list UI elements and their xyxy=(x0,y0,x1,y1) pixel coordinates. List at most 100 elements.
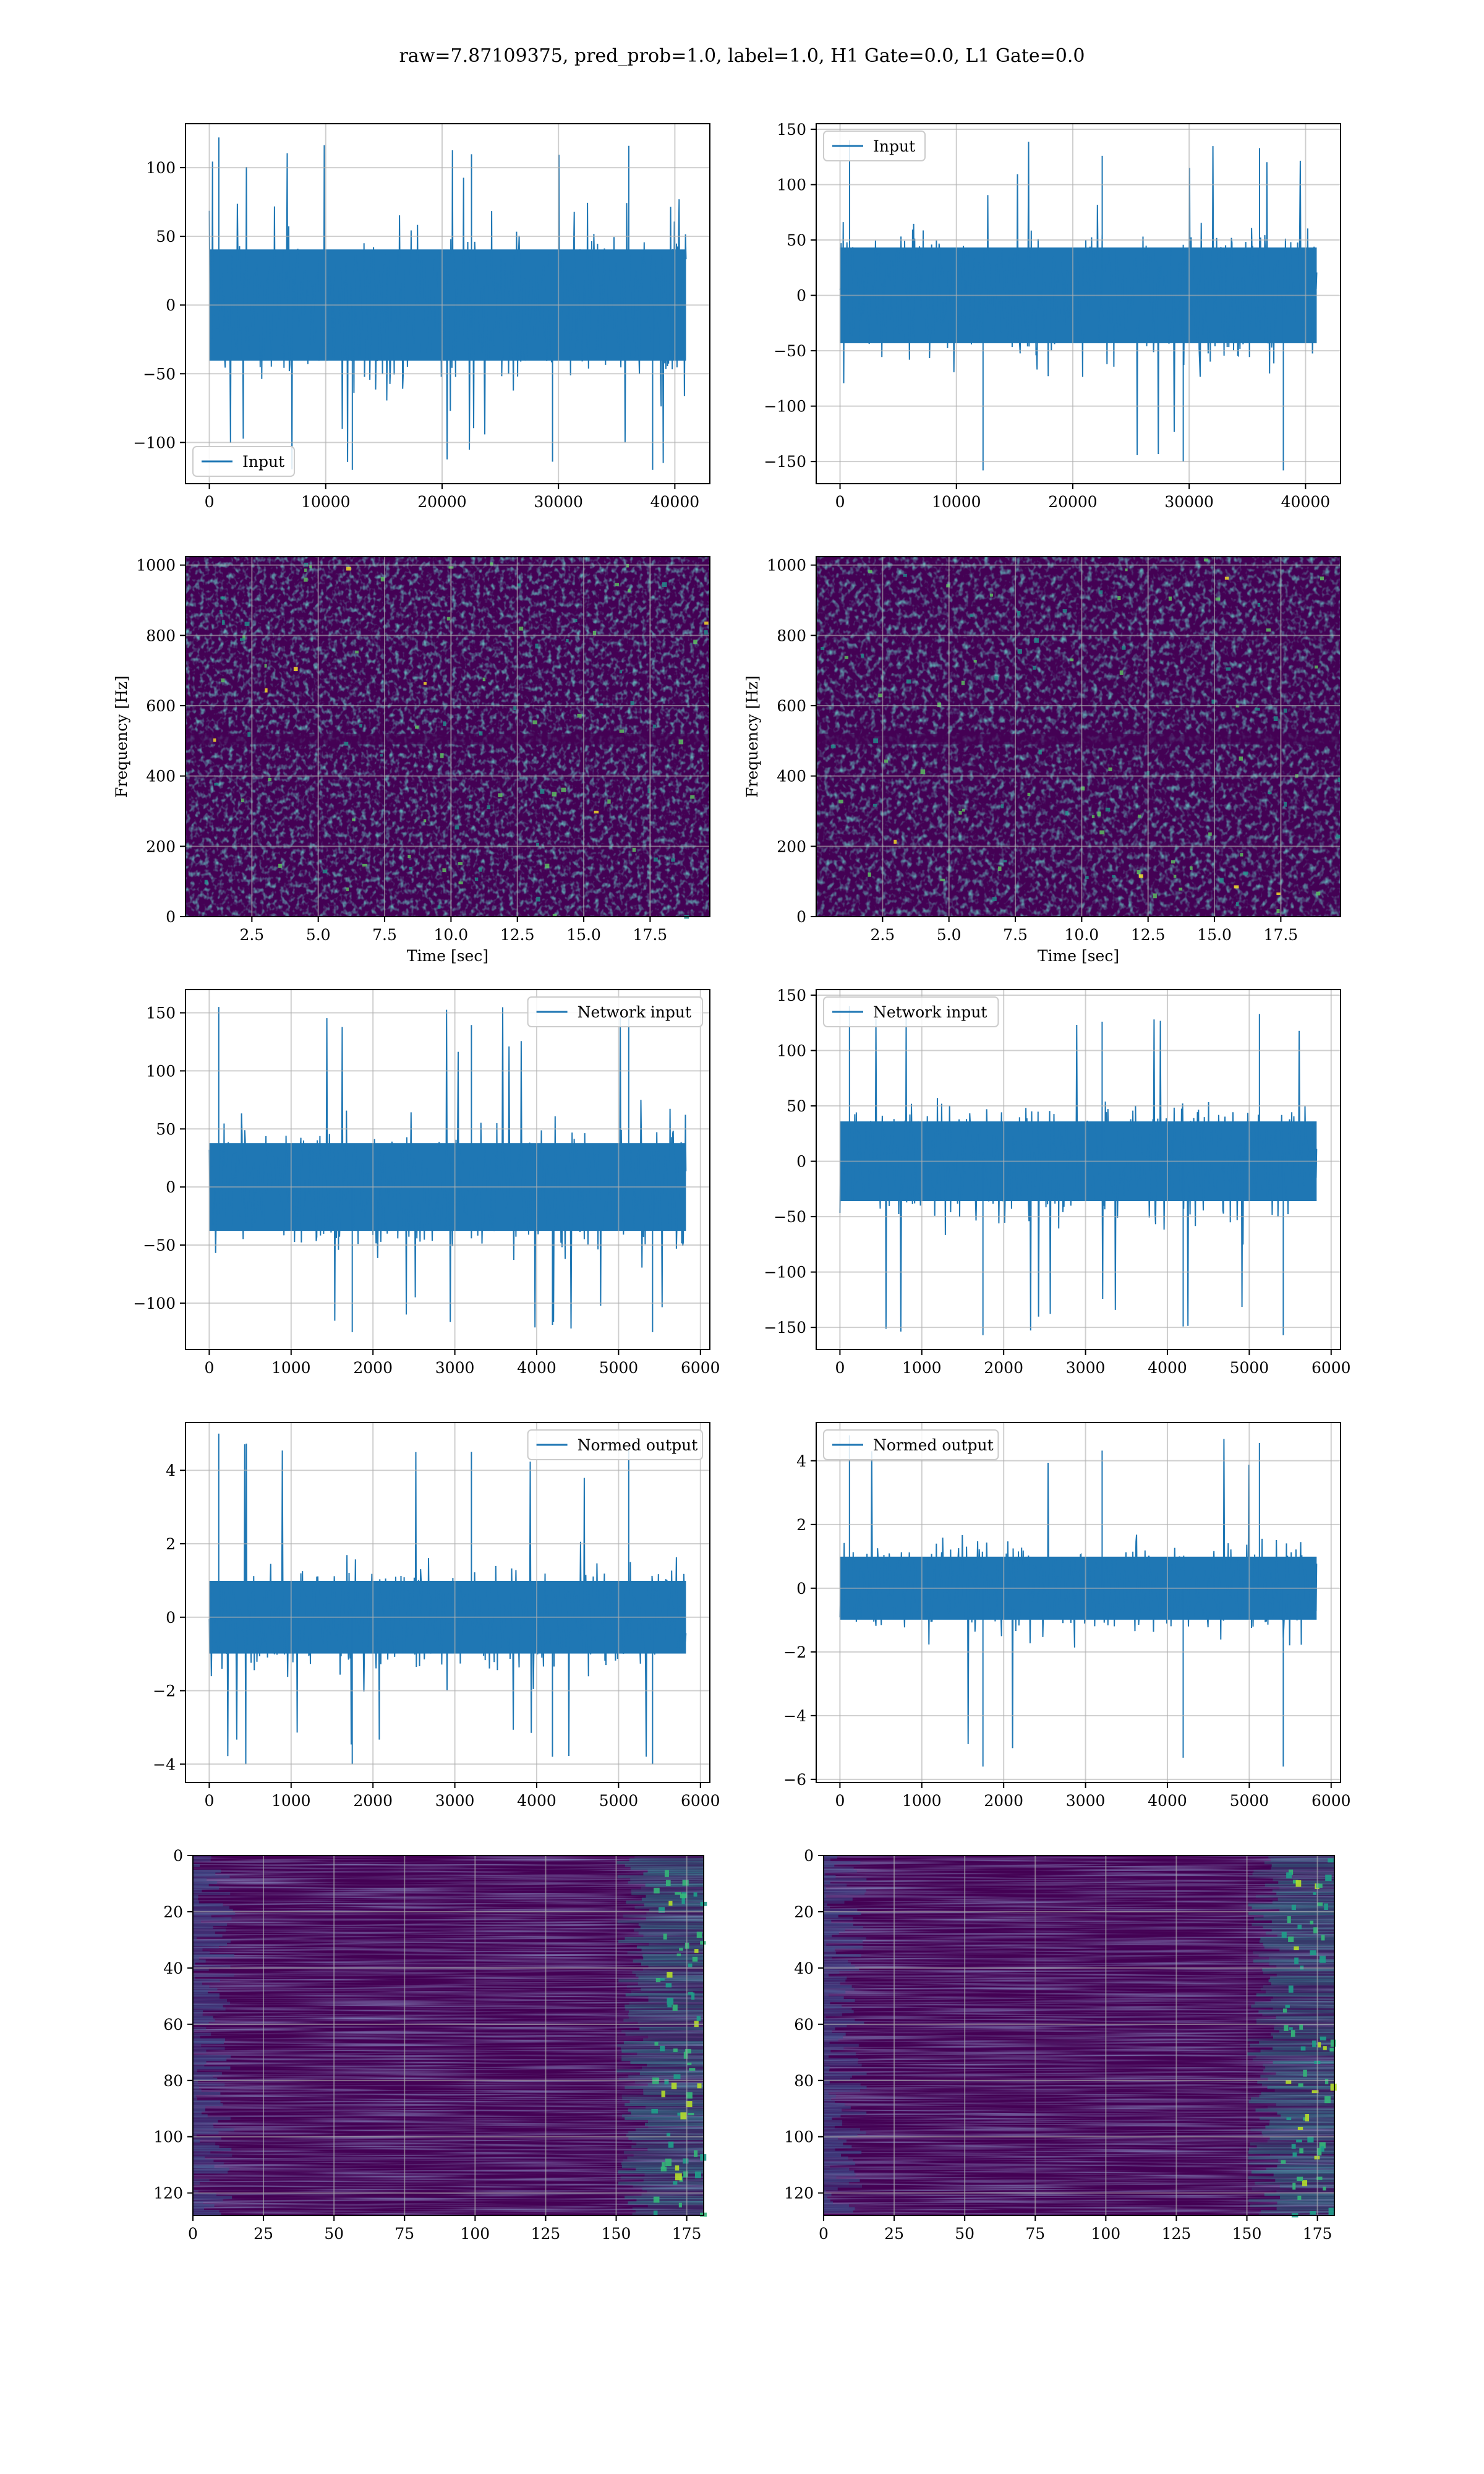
l1-feature-map-row xyxy=(824,2142,843,2146)
l1-feature-map-pixel xyxy=(1324,1903,1328,1911)
h1-spectrogram-pixel xyxy=(630,701,634,706)
h1-feature-map-row xyxy=(193,1940,231,1943)
l1-spectrogram-pixel xyxy=(1105,807,1111,812)
h1-feature-map-row xyxy=(193,1886,220,1890)
l1-feature-map-row xyxy=(824,2114,841,2118)
l1-spectrogram-pixel xyxy=(1136,870,1141,875)
h1-feature-map-row xyxy=(193,2178,210,2182)
l1-feature-map-row xyxy=(824,2007,852,2011)
h1-spectrogram-pixel xyxy=(536,842,539,847)
h1-feature-map-row xyxy=(193,1889,202,1893)
h1-network-input-legend-label: Network input xyxy=(578,1003,691,1021)
l1-feature-map-pixel xyxy=(1291,2144,1296,2149)
h1-spectrogram-pixel xyxy=(566,638,569,643)
l1-feature-map-row-hot xyxy=(1252,2058,1334,2061)
l1-input-xtick-label: 10000 xyxy=(932,493,981,511)
h1-feature-map-row-hot xyxy=(643,1956,704,1960)
l1-spectrogram-pixel xyxy=(1099,830,1105,835)
l1-feature-map-row-hot xyxy=(1279,1909,1334,1912)
l1-spectrogram-pixel xyxy=(884,759,888,763)
l1-network-input-legend-box xyxy=(823,996,999,1027)
h1-feature-map-row-hot xyxy=(625,2007,704,2011)
h1-feature-map-row xyxy=(193,2147,232,2151)
h1-feature-map-xtick-label: 75 xyxy=(394,2225,414,2243)
l1-feature-map-row-hot xyxy=(1258,2010,1334,2014)
h1-network-input-xtick-label: 5000 xyxy=(599,1359,639,1377)
l1-spectrogram-pixel xyxy=(1283,708,1287,713)
h1-spectrogram-pixel xyxy=(346,567,351,571)
l1-feature-map-row xyxy=(824,2004,842,2008)
h1-feature-map-row xyxy=(193,1872,216,1876)
h1-feature-map-row xyxy=(193,2190,198,2194)
l1-spectrogram-pixel xyxy=(838,799,843,803)
h1-feature-map-row-hot xyxy=(638,2021,704,2025)
h1-feature-map-row xyxy=(193,2078,218,2081)
l1-feature-map-row-hot xyxy=(1250,2128,1334,2132)
l1-feature-map-row xyxy=(824,1945,863,1949)
l1-feature-map-row-hot xyxy=(1248,2176,1334,2180)
l1-feature-map-row xyxy=(824,2060,858,2064)
l1-feature-map-row xyxy=(824,1917,853,1921)
h1-feature-map-pixel xyxy=(672,2004,678,2011)
l1-feature-map-row-hot xyxy=(1279,2184,1334,2188)
l1-feature-map-row xyxy=(824,2147,835,2151)
l1-input-xtick-label: 40000 xyxy=(1281,493,1331,511)
l1-normed-output-ytick-label: 4 xyxy=(796,1452,806,1470)
l1-feature-map-ytick-label: 120 xyxy=(784,2185,814,2202)
l1-feature-map-row-hot xyxy=(1261,2131,1334,2134)
h1-feature-map-row xyxy=(193,2038,226,2042)
l1-feature-map-row xyxy=(824,1982,840,1985)
h1-feature-map-row-hot xyxy=(639,2027,704,2031)
h1-feature-map-pixel xyxy=(651,2108,658,2114)
l1-feature-map-pixel xyxy=(1297,1924,1302,1930)
h1-feature-map-row xyxy=(193,2134,197,2138)
h1-network-input-ytick-label: 100 xyxy=(146,1062,176,1080)
h1-feature-map-pixel xyxy=(654,1888,660,1894)
h1-feature-map-row-hot xyxy=(631,1892,704,1896)
h1-feature-map-row-hot xyxy=(638,1931,704,1935)
h1-feature-map-row-hot xyxy=(618,2078,704,2081)
h1-spectrogram-pixel xyxy=(362,863,367,867)
h1-spectrogram-xtick-label: 15.0 xyxy=(566,926,601,944)
l1-spectrogram-pixel xyxy=(844,656,849,659)
h1-feature-map-row xyxy=(193,2187,195,2191)
l1-feature-map-row-hot xyxy=(1260,1987,1334,1991)
l1-feature-map-row-hot xyxy=(1273,2007,1334,2011)
l1-input-ytick-label: 100 xyxy=(777,176,806,194)
h1-spectrogram-pixel xyxy=(653,724,657,728)
h1-feature-map-row-hot xyxy=(647,2204,704,2207)
l1-feature-map-pixel xyxy=(1310,1920,1314,1925)
l1-feature-map-row xyxy=(824,2134,858,2138)
h1-feature-map-row xyxy=(193,2100,221,2104)
l1-spectrogram-pixel xyxy=(1033,666,1036,670)
l1-feature-map-row-hot xyxy=(1262,1967,1334,1971)
h1-spectrogram-xlabel: Time [sec] xyxy=(407,947,488,965)
h1-feature-map-pixel xyxy=(667,1972,673,1978)
l1-spectrogram-pixel xyxy=(1234,885,1239,889)
h1-feature-map-pixel xyxy=(689,2068,696,2071)
l1-feature-map-row-hot xyxy=(1250,2044,1334,2047)
h1-spectrogram-pixel xyxy=(628,589,631,593)
h1-spectrogram-ytick-label: 0 xyxy=(166,908,176,926)
l1-feature-map-row xyxy=(824,2204,849,2207)
l1-spectrogram-pixel xyxy=(1034,638,1039,643)
h1-feature-map-row-hot xyxy=(632,2212,704,2216)
l1-feature-map-row xyxy=(824,2178,860,2182)
l1-feature-map-row xyxy=(824,2024,847,2027)
l1-feature-map-pixel xyxy=(1319,1956,1326,1963)
l1-spectrogram-pixel xyxy=(1017,649,1022,654)
l1-spectrogram-pixel xyxy=(1099,590,1103,594)
l1-feature-map-pixel xyxy=(1289,2027,1293,2030)
l1-feature-map-row xyxy=(824,2058,859,2061)
l1-feature-map-row xyxy=(824,2145,852,2149)
h1-feature-map-row-hot xyxy=(630,2060,704,2064)
h1-spectrogram-pixel xyxy=(545,863,550,868)
h1-feature-map-row-hot xyxy=(642,2187,704,2191)
l1-spectrogram-xtick-label: 7.5 xyxy=(1003,926,1028,944)
h1-input-legend-box xyxy=(192,446,295,477)
l1-feature-map-row xyxy=(824,2198,830,2202)
h1-feature-map-ytick-label: 20 xyxy=(163,1903,183,1921)
h1-spectrogram-pixel xyxy=(458,881,463,884)
l1-feature-map-row-hot xyxy=(1277,1934,1334,1938)
l1-feature-map-pixel xyxy=(1307,2136,1314,2142)
